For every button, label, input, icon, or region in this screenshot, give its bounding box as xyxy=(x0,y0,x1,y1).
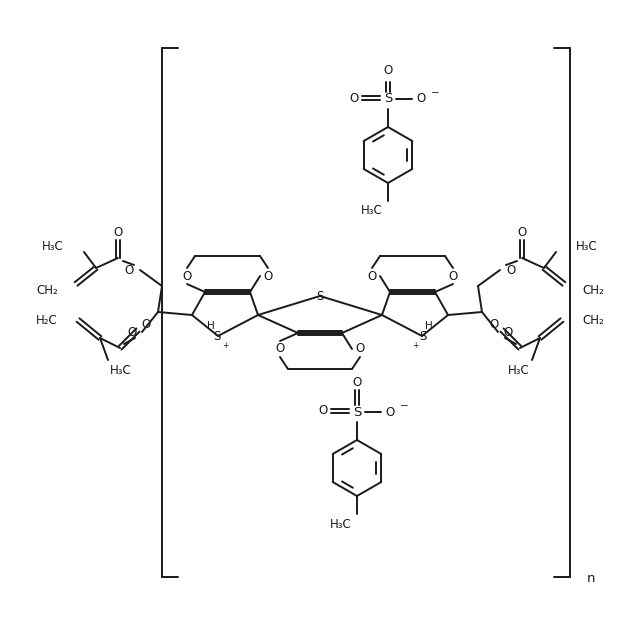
Text: +: + xyxy=(222,341,228,351)
Text: −: − xyxy=(399,401,408,411)
Text: O: O xyxy=(318,404,328,417)
Text: CH₂: CH₂ xyxy=(36,283,58,297)
Text: H₃C: H₃C xyxy=(42,240,64,254)
Text: O: O xyxy=(128,325,137,338)
Text: O: O xyxy=(182,270,191,282)
Text: H: H xyxy=(207,321,215,331)
Text: H₃C: H₃C xyxy=(361,204,383,217)
Text: CH₂: CH₂ xyxy=(582,283,604,297)
Text: H₃C: H₃C xyxy=(576,240,598,254)
Text: O: O xyxy=(385,406,395,419)
Text: O: O xyxy=(125,264,134,277)
Text: H₃C: H₃C xyxy=(110,363,132,376)
Text: O: O xyxy=(141,318,150,330)
Text: O: O xyxy=(506,264,515,277)
Text: +: + xyxy=(412,341,418,351)
Text: S: S xyxy=(213,330,221,343)
Text: O: O xyxy=(349,92,358,105)
Text: O: O xyxy=(383,65,392,77)
Text: H: H xyxy=(425,321,433,331)
Text: O: O xyxy=(503,325,512,338)
Text: S: S xyxy=(316,290,324,303)
Text: S: S xyxy=(384,92,392,105)
Text: −: − xyxy=(431,88,440,98)
Text: S: S xyxy=(419,330,427,343)
Text: H₂C: H₂C xyxy=(36,313,58,326)
Text: O: O xyxy=(353,376,362,389)
Text: O: O xyxy=(113,226,123,239)
Text: O: O xyxy=(264,270,273,282)
Text: O: O xyxy=(275,343,285,356)
Text: O: O xyxy=(517,226,527,239)
Text: O: O xyxy=(449,270,458,282)
Text: S: S xyxy=(353,406,361,419)
Text: O: O xyxy=(490,318,499,330)
Text: O: O xyxy=(355,343,365,356)
Text: n: n xyxy=(587,572,595,585)
Text: O: O xyxy=(367,270,376,282)
Text: CH₂: CH₂ xyxy=(582,313,604,326)
Text: H₃C: H₃C xyxy=(508,363,530,376)
Text: O: O xyxy=(417,92,426,105)
Text: H₃C: H₃C xyxy=(330,518,352,531)
